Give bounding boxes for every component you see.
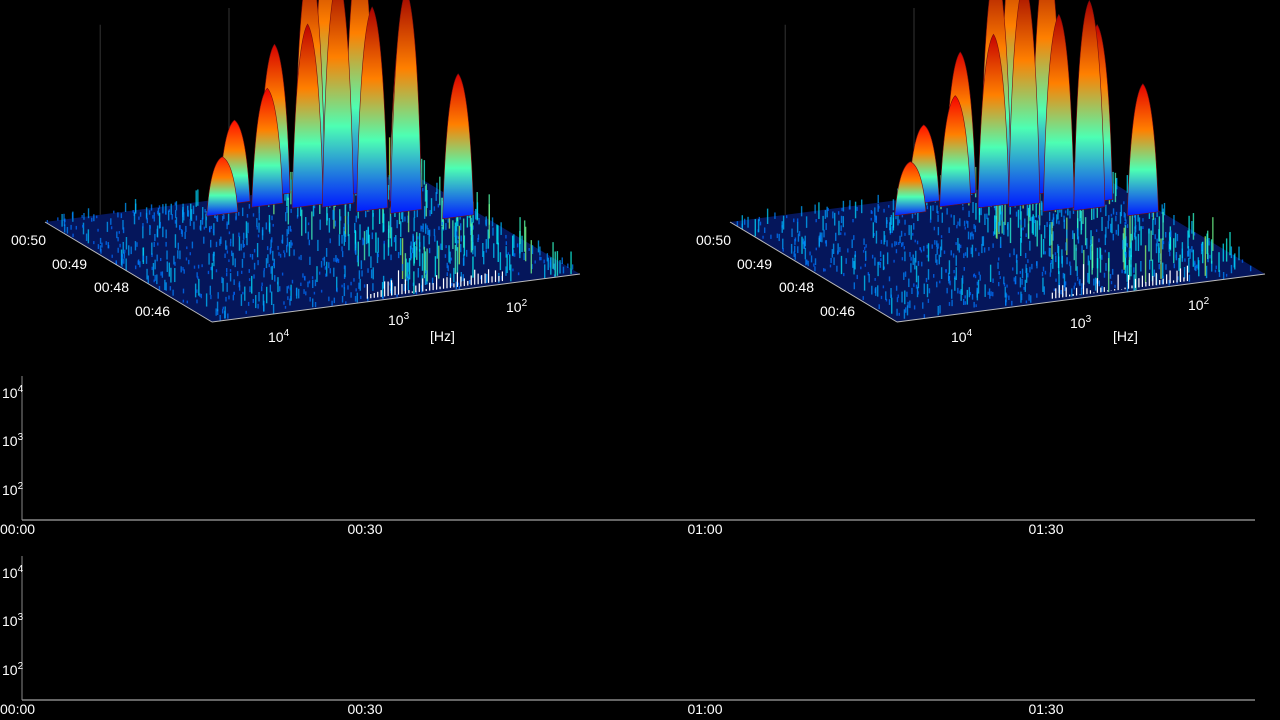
surface-peak (322, 0, 354, 208)
surface-plot-left: 00:50 00:49 00:48 00:46 104 103 102 [Hz] (11, 0, 581, 345)
spectrogram-bottom: 104 103 102 00:00 00:30 01:00 01:30 (0, 556, 1255, 717)
time-tick-label: 00:48 (779, 279, 814, 295)
surface-peak (251, 87, 284, 208)
freq-axis-unit: [Hz] (1113, 328, 1138, 344)
surface-peak (356, 6, 389, 213)
x-tick-label: 01:30 (1028, 701, 1063, 717)
time-tick-label: 00:49 (52, 256, 87, 272)
y-tick-label: 104 (2, 564, 24, 581)
x-tick-label: 00:00 (0, 521, 35, 537)
time-axis-line-left (44, 221, 213, 323)
surface-peak (442, 73, 475, 220)
x-tick-label: 00:30 (347, 521, 382, 537)
surface-peak (939, 95, 972, 208)
y-tick-label: 102 (2, 661, 24, 678)
surface-peak (894, 161, 927, 217)
x-tick-label: 00:00 (0, 701, 35, 717)
freq-tick-label: 104 (268, 328, 290, 345)
surface-plot-right: 00:50 00:49 00:48 00:46 104 103 102 [Hz] (696, 0, 1266, 345)
surface-peak (206, 156, 239, 217)
surface-peak (977, 33, 1010, 209)
spectrogram-top: 104 103 102 00:00 00:30 01:00 01:30 (0, 376, 1255, 537)
freq-axis-line-right (896, 273, 1266, 323)
surface-peak (1126, 83, 1159, 217)
time-axis-line-right (729, 221, 898, 323)
surface-peak (1073, 0, 1106, 211)
freq-axis-line-left (211, 273, 581, 323)
x-tick-label: 01:00 (687, 521, 722, 537)
time-tick-label: 00:48 (94, 279, 129, 295)
surface-peak (1042, 13, 1075, 212)
freq-tick-label: 104 (951, 328, 973, 345)
y-tick-label: 103 (2, 432, 24, 449)
x-tick-label: 01:00 (687, 701, 722, 717)
freq-tick-label: 103 (388, 311, 410, 328)
x-tick-label: 00:30 (347, 701, 382, 717)
freq-tick-label: 102 (1188, 296, 1210, 313)
freq-axis-unit: [Hz] (430, 328, 455, 344)
time-tick-label: 00:46 (135, 303, 170, 319)
time-tick-label: 00:49 (737, 256, 772, 272)
surface-peak (1008, 0, 1041, 208)
time-tick-label: 00:46 (820, 303, 855, 319)
surface-peak (390, 0, 423, 214)
freq-tick-label: 103 (1070, 314, 1092, 331)
surface-body-right (730, 0, 1265, 322)
freq-tick-label: 102 (506, 298, 528, 315)
surface-peak (291, 23, 324, 209)
y-tick-label: 102 (2, 481, 24, 498)
surface-body-left (45, 0, 580, 322)
y-tick-label: 104 (2, 384, 24, 401)
y-tick-label: 103 (2, 612, 24, 629)
time-tick-label: 00:50 (11, 232, 46, 248)
x-tick-label: 01:30 (1028, 521, 1063, 537)
time-tick-label: 00:50 (696, 232, 731, 248)
